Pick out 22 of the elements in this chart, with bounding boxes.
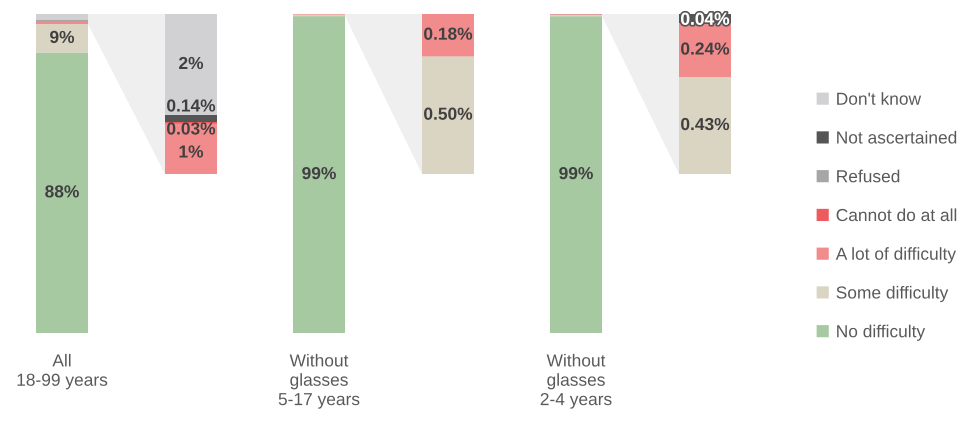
legend-label: Some difficulty [836,286,948,302]
data-label: 99% [302,166,336,180]
data-label: 0.03% [167,122,216,135]
legend-label: Don't know [837,92,922,105]
data-label: 0.24% [681,42,730,55]
data-label: 0.14% [167,99,216,112]
data-label: 88% [45,185,79,198]
legend-label: Refused [837,170,900,182]
data-label: 1% [180,145,204,158]
data-label: 9% [50,30,74,44]
legend-label: Not ascertained [837,130,956,144]
x-tick-label: Without glasses 2-4 years [540,354,612,409]
data-label: 99% [559,167,593,180]
legend-label: Cannot do at all [836,208,956,222]
data-label: 2% [179,56,204,70]
legend-label: No difficulty [837,324,926,341]
x-tick-label: Without glasses 5-17 years [278,354,360,409]
data-label: 0.18% [424,28,472,40]
data-label: 0.43% [681,118,730,130]
legend-label: A lot of difficulty [836,247,956,264]
data-label: 0.50% [424,108,472,120]
x-tick-label: All 18-99 years [17,354,108,390]
